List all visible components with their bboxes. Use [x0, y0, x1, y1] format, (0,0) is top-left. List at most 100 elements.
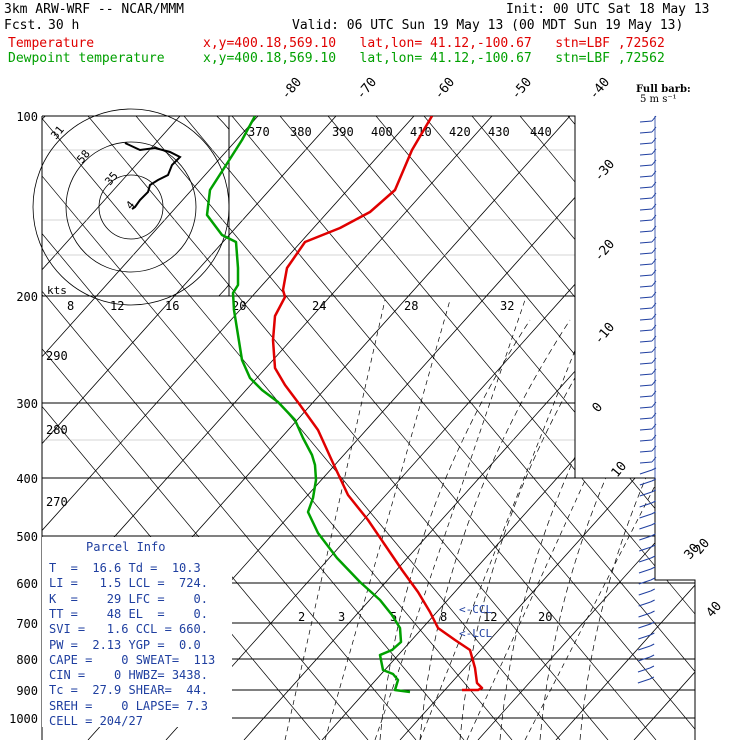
parcel-info-row: TT = 48 EL = 0. — [49, 606, 208, 621]
mixing-ratio-line — [284, 299, 386, 740]
parcel-info-row: K = 29 LFC = 0. — [49, 591, 208, 606]
wind-barb — [639, 241, 653, 244]
moist-adiabat — [539, 319, 691, 740]
moist-adiabat — [419, 319, 571, 740]
dry-adiabat — [712, 116, 740, 740]
mixing-ratio-line — [374, 299, 526, 740]
wind-barb-flag — [649, 676, 655, 680]
hodograph-speed-label: 12 — [110, 299, 124, 313]
isotherm-line — [712, 116, 740, 740]
init-time: Init: 00 UTC Sat 18 May 13 — [506, 2, 710, 17]
wind-barb-flag — [651, 302, 657, 309]
wind-barb — [639, 439, 653, 442]
mixing-ratio-label: 3 — [338, 610, 345, 624]
wind-barb-flag — [650, 555, 656, 559]
wind-barb — [639, 263, 653, 266]
wind-barb — [638, 601, 651, 607]
wind-barb-flag — [651, 192, 657, 199]
wind-barb-flag — [651, 456, 657, 463]
hodograph-ring-label: 31 — [48, 123, 66, 142]
hodograph-trace — [124, 142, 182, 210]
wind-barb — [639, 164, 653, 167]
wind-barb — [639, 395, 653, 398]
theta-label: 370 — [248, 125, 270, 139]
wind-barb — [638, 568, 652, 574]
pressure-tick-label: 100 — [16, 110, 38, 124]
wind-barb — [638, 557, 652, 563]
pressure-tick-label: 700 — [16, 617, 38, 631]
ccl-marker: <-CCL — [459, 603, 493, 616]
wind-barb-flag — [650, 610, 655, 614]
mixing-ratio-line — [524, 299, 695, 740]
wind-barb — [639, 502, 652, 508]
wind-barb — [639, 219, 653, 222]
isotherm-label: -80 — [279, 75, 306, 103]
pressure-tick-label: 900 — [16, 684, 38, 698]
wind-barb-flag — [651, 280, 657, 287]
wind-barb — [638, 612, 651, 618]
pressure-tick-label: 1000 — [9, 712, 38, 726]
isotherm-label: 0 — [590, 400, 607, 416]
isotherm-label: -50 — [509, 75, 536, 103]
wind-barb — [639, 340, 653, 343]
wind-barb — [637, 678, 651, 684]
wind-barb — [639, 428, 653, 431]
hodograph-units-label: kts — [47, 284, 67, 297]
valid-time: Valid: 06 UTC Sun 19 May 13 (00 MDT Sun … — [292, 18, 684, 33]
wind-barb — [639, 513, 652, 519]
wind-barb — [639, 450, 653, 453]
parcel-info-row: CAPE = 0 SWEAT= 113 — [49, 652, 216, 667]
wind-barb — [639, 329, 653, 332]
wind-barb — [639, 535, 652, 541]
wind-barb-flag — [651, 247, 657, 254]
hodograph-ring — [32, 108, 230, 306]
wind-barb-flag — [651, 522, 656, 526]
wind-barb-flag — [651, 533, 656, 537]
temperature-profile — [271, 116, 484, 692]
wind-barb — [639, 384, 653, 387]
wind-barb-flag — [651, 258, 657, 265]
lcl-marker: <-LCL — [459, 627, 493, 640]
isotherm-line — [477, 116, 695, 740]
dewpoint-profile — [205, 116, 411, 694]
wind-barb-flag — [651, 478, 657, 482]
wind-barb-flag — [651, 170, 657, 177]
moist-adiabat — [379, 319, 531, 740]
isotherm-label: -20 — [592, 237, 619, 265]
wind-barb-flag — [651, 346, 657, 353]
mixing-ratio-label: 2 — [298, 610, 305, 624]
wind-barb — [639, 296, 653, 299]
hodograph-speed-label: 16 — [165, 299, 179, 313]
wind-barb-flag — [651, 236, 657, 243]
wind-barb — [639, 406, 653, 409]
dewpoint-legend: Dewpoint temperature — [8, 51, 165, 66]
wind-barb-flag — [650, 577, 656, 581]
mixing-ratio-label: 12 — [483, 610, 497, 624]
dry-adiabat — [615, 116, 695, 740]
dry-adiabat — [375, 116, 695, 740]
isotherm-label: 10 — [609, 459, 631, 481]
theta-label: 380 — [290, 125, 312, 139]
wind-barb-flag — [651, 511, 656, 515]
wind-barb — [639, 175, 653, 178]
dewpoint-point-info: x,y=400.18,569.10 lat,lon= 41.12,-100.67… — [203, 51, 665, 66]
wind-barb — [639, 230, 653, 233]
isotherm-line — [399, 116, 695, 740]
wind-barb — [639, 373, 653, 376]
model-title: 3km ARW-WRF -- NCAR/MMM — [4, 2, 185, 17]
wind-barb-flag — [651, 159, 657, 166]
wind-barb — [639, 480, 653, 486]
parcel-info-title: Parcel Info — [86, 540, 166, 554]
wind-barb-flag — [651, 489, 656, 493]
wind-barb-flag — [651, 181, 657, 188]
wind-barb-flag — [651, 148, 657, 155]
parcel-info-box: Parcel Info T = 16.6 Td = 10.3 LI = 1.5 L… — [42, 537, 232, 728]
isotherm-label: -70 — [354, 75, 381, 103]
parcel-info-row: SREH = 0 LAPSE= 7.3 — [49, 698, 208, 713]
wind-barb — [639, 318, 653, 321]
wind-barb-flag — [649, 665, 655, 669]
wind-barb-flag — [651, 115, 657, 122]
pressure-tick-label: 600 — [16, 577, 38, 591]
hodograph-speed-label: 24 — [312, 299, 326, 313]
hodograph-speed-label: 32 — [500, 299, 514, 313]
